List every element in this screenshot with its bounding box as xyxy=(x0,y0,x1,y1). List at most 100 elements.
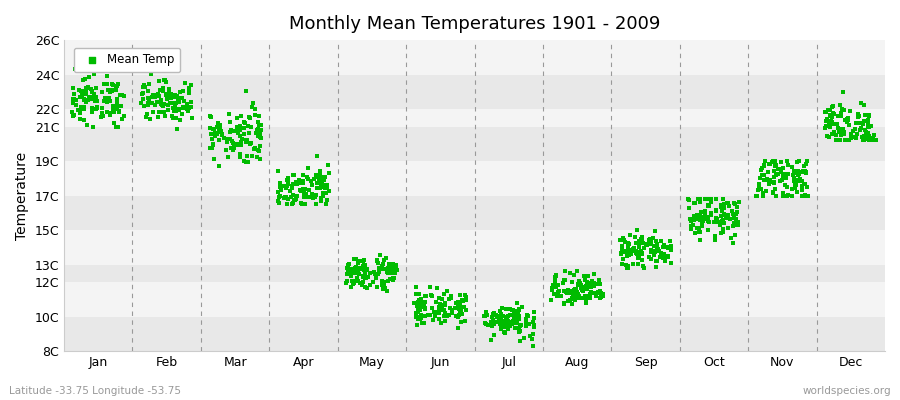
Point xyxy=(503,322,517,329)
Point xyxy=(343,266,357,272)
Point xyxy=(850,131,865,137)
Point xyxy=(371,260,385,266)
Point xyxy=(240,159,255,165)
Point xyxy=(616,236,631,243)
Point xyxy=(724,235,739,241)
Point xyxy=(66,113,80,120)
Point xyxy=(105,103,120,110)
Point xyxy=(768,162,782,169)
Point xyxy=(281,181,295,187)
Point xyxy=(709,215,724,221)
Y-axis label: Temperature: Temperature xyxy=(15,152,29,240)
Point xyxy=(137,82,151,89)
Point xyxy=(769,171,783,177)
Point xyxy=(314,194,328,201)
Point xyxy=(343,265,357,272)
Point xyxy=(144,71,158,77)
Point xyxy=(84,86,98,92)
Point xyxy=(210,131,224,138)
Point xyxy=(157,108,171,115)
Point xyxy=(248,130,263,136)
Point xyxy=(581,273,596,280)
Point xyxy=(176,105,190,111)
Point xyxy=(768,158,782,164)
Point xyxy=(795,186,809,193)
Point xyxy=(217,135,231,141)
Point xyxy=(572,293,587,300)
Point xyxy=(780,192,795,199)
Point xyxy=(110,82,124,89)
Point xyxy=(622,240,636,247)
Point xyxy=(826,111,841,117)
Point xyxy=(837,107,851,114)
Point xyxy=(355,282,369,288)
Point xyxy=(724,208,739,214)
Point xyxy=(95,113,110,120)
Point xyxy=(716,204,731,211)
Point xyxy=(642,237,656,243)
Point xyxy=(846,128,860,134)
Point xyxy=(180,104,194,110)
Point xyxy=(180,105,194,112)
Point xyxy=(620,252,634,259)
Point xyxy=(774,168,788,175)
Point xyxy=(451,306,465,312)
Point xyxy=(240,136,255,143)
Point xyxy=(241,130,256,136)
Point xyxy=(648,248,662,254)
Point xyxy=(568,296,582,303)
Point xyxy=(689,224,704,231)
Point xyxy=(385,276,400,282)
Point xyxy=(578,293,592,300)
Point xyxy=(854,125,868,131)
Point xyxy=(317,177,331,184)
Point xyxy=(253,134,267,140)
Point xyxy=(219,147,233,153)
Point xyxy=(204,131,219,137)
Point xyxy=(776,190,790,196)
Point xyxy=(431,316,446,322)
Point xyxy=(632,238,646,244)
Point xyxy=(770,170,784,177)
Point xyxy=(453,303,467,310)
Point xyxy=(774,159,788,166)
Point xyxy=(109,87,123,94)
Point xyxy=(683,216,698,222)
Point xyxy=(649,264,663,270)
Point xyxy=(418,298,432,305)
Point xyxy=(557,300,572,306)
Point xyxy=(578,292,592,299)
Point xyxy=(295,186,310,192)
Point xyxy=(223,129,238,135)
Point xyxy=(310,153,325,159)
Point xyxy=(579,300,593,306)
Point xyxy=(628,248,643,254)
Point xyxy=(74,93,88,100)
Point xyxy=(437,312,452,318)
Point xyxy=(240,123,255,129)
Point xyxy=(141,81,156,87)
Point xyxy=(650,240,664,247)
Point xyxy=(780,162,795,168)
Point xyxy=(715,202,729,209)
Point xyxy=(410,314,424,320)
Point xyxy=(521,313,535,319)
Point xyxy=(305,191,320,197)
Point xyxy=(373,252,387,258)
Point xyxy=(377,279,392,285)
Point xyxy=(296,171,310,178)
Point xyxy=(349,256,364,262)
Point xyxy=(319,190,333,196)
Point xyxy=(509,312,524,318)
Point xyxy=(507,312,521,319)
Point xyxy=(582,294,597,301)
Point xyxy=(357,257,372,264)
Point xyxy=(477,313,491,320)
Point xyxy=(832,129,846,136)
Text: Latitude -33.75 Longitude -53.75: Latitude -33.75 Longitude -53.75 xyxy=(9,386,181,396)
Point xyxy=(547,280,562,287)
Point xyxy=(431,307,446,313)
Point xyxy=(825,104,840,110)
Point xyxy=(818,109,832,116)
Point xyxy=(621,263,635,269)
